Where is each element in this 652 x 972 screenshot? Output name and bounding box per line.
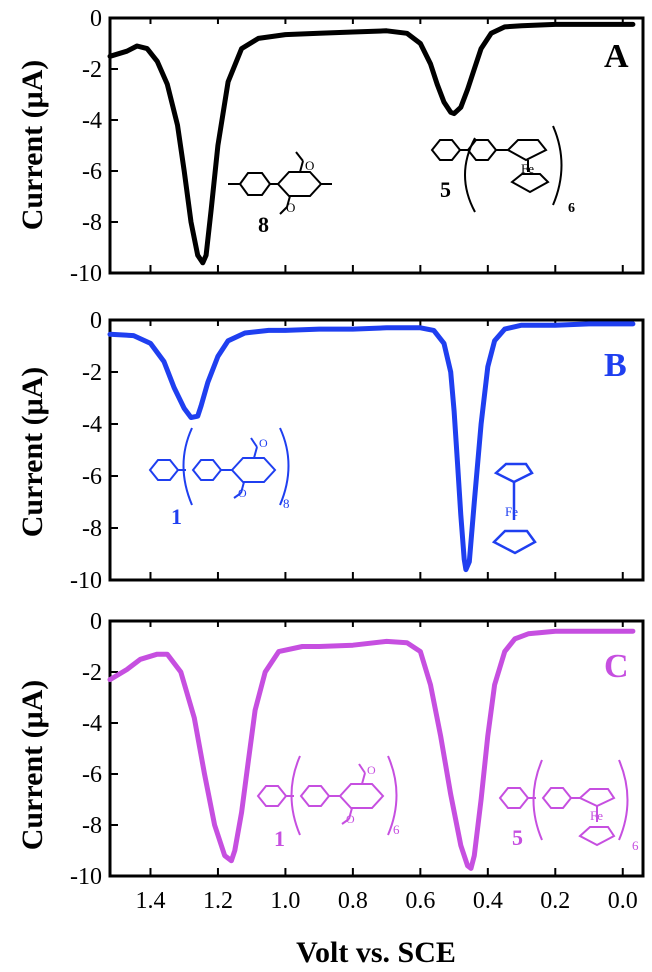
x-tick-label: 1.0: [270, 888, 300, 914]
x-tick-label: 1.4: [135, 888, 165, 914]
label-8: 8: [258, 212, 269, 237]
structure-1-c: O O: [256, 755, 398, 836]
x-tick-label: 0.8: [338, 888, 368, 914]
panel-b: 0 -2 -4 -6 -8 -10: [70, 308, 636, 594]
y-tick-label: -10: [70, 261, 102, 287]
label-5-a: 5: [440, 177, 451, 202]
panel-label-a: A: [604, 38, 629, 75]
svg-text:O: O: [259, 436, 268, 450]
svg-text:O: O: [286, 200, 295, 215]
fe-label-b: Fe: [505, 504, 518, 519]
panel-label-c: C: [604, 648, 629, 685]
panel-label-b: B: [604, 347, 627, 384]
y-tick-label: -6: [82, 762, 102, 788]
y-axis-label-b: Current (μA): [16, 367, 49, 538]
y-tick-label: -4: [82, 412, 102, 438]
x-axis-label: Volt vs. SCE: [296, 936, 456, 969]
panel-b-frame: [108, 318, 645, 582]
y-tick-label: -10: [70, 568, 102, 594]
y-tick-label: -8: [82, 210, 102, 236]
y-tick-label: -8: [82, 516, 102, 542]
svg-text:O: O: [238, 486, 247, 500]
panel-a-frame: [108, 16, 645, 275]
svg-text:O: O: [346, 812, 355, 826]
subscript-6-c-left: 6: [393, 822, 400, 837]
label-1-b: 1: [171, 504, 182, 529]
y-tick-label: -8: [82, 813, 102, 839]
series-line-b: [107, 321, 636, 573]
y-tick-label: -4: [82, 108, 102, 134]
panel-c-frame: [108, 619, 645, 878]
y-tick-label: -6: [82, 464, 102, 490]
x-tick-label: 1.2: [203, 888, 233, 914]
structure-1-b: O O: [148, 427, 290, 506]
y-tick-label: -2: [82, 360, 102, 386]
structure-8: O O: [228, 151, 332, 215]
y-tick-label: -10: [70, 864, 102, 890]
panel-a: 0 -2 -4 -6 -8 -10: [70, 6, 636, 287]
series-line-c: [107, 628, 636, 871]
y-tick-label: -2: [82, 57, 102, 83]
subscript-6-a: 6: [568, 201, 575, 216]
x-tick-label: 0.2: [540, 888, 570, 914]
x-tick-label: 0.6: [405, 888, 435, 914]
y-axis-label-c: Current (μA): [16, 680, 49, 851]
structure-5-c: [498, 759, 629, 847]
structure-5-a: [430, 125, 563, 213]
series-line-a: [107, 21, 636, 266]
x-tick-label: 0.0: [608, 888, 638, 914]
ferrocene-b: [491, 462, 537, 555]
svg-text:O: O: [305, 158, 314, 173]
subscript-6-c-right: 6: [632, 838, 639, 853]
y-axis-label-a: Current (μA): [16, 60, 49, 231]
y-tick-label: -2: [82, 660, 102, 686]
y-tick-label: 0: [90, 308, 102, 334]
fe-label-c: Fe: [590, 808, 603, 823]
y-tick-label: -4: [82, 711, 102, 737]
subscript-8-b: 8: [283, 496, 290, 511]
svg-text:O: O: [367, 763, 376, 777]
panel-c: 0 -2 -4 -6 -8 -10 1.4 1.2 1.0 0.8 0.6 0.4 0.2 0.0: [70, 609, 638, 914]
label-1-c: 1: [274, 826, 285, 851]
y-tick-label: -6: [82, 159, 102, 185]
y-tick-label: 0: [90, 609, 102, 635]
label-5-c: 5: [512, 825, 523, 850]
y-tick-label: 0: [90, 6, 102, 32]
fe-label-a: Fe: [521, 161, 534, 176]
x-tick-label: 0.4: [473, 888, 503, 914]
